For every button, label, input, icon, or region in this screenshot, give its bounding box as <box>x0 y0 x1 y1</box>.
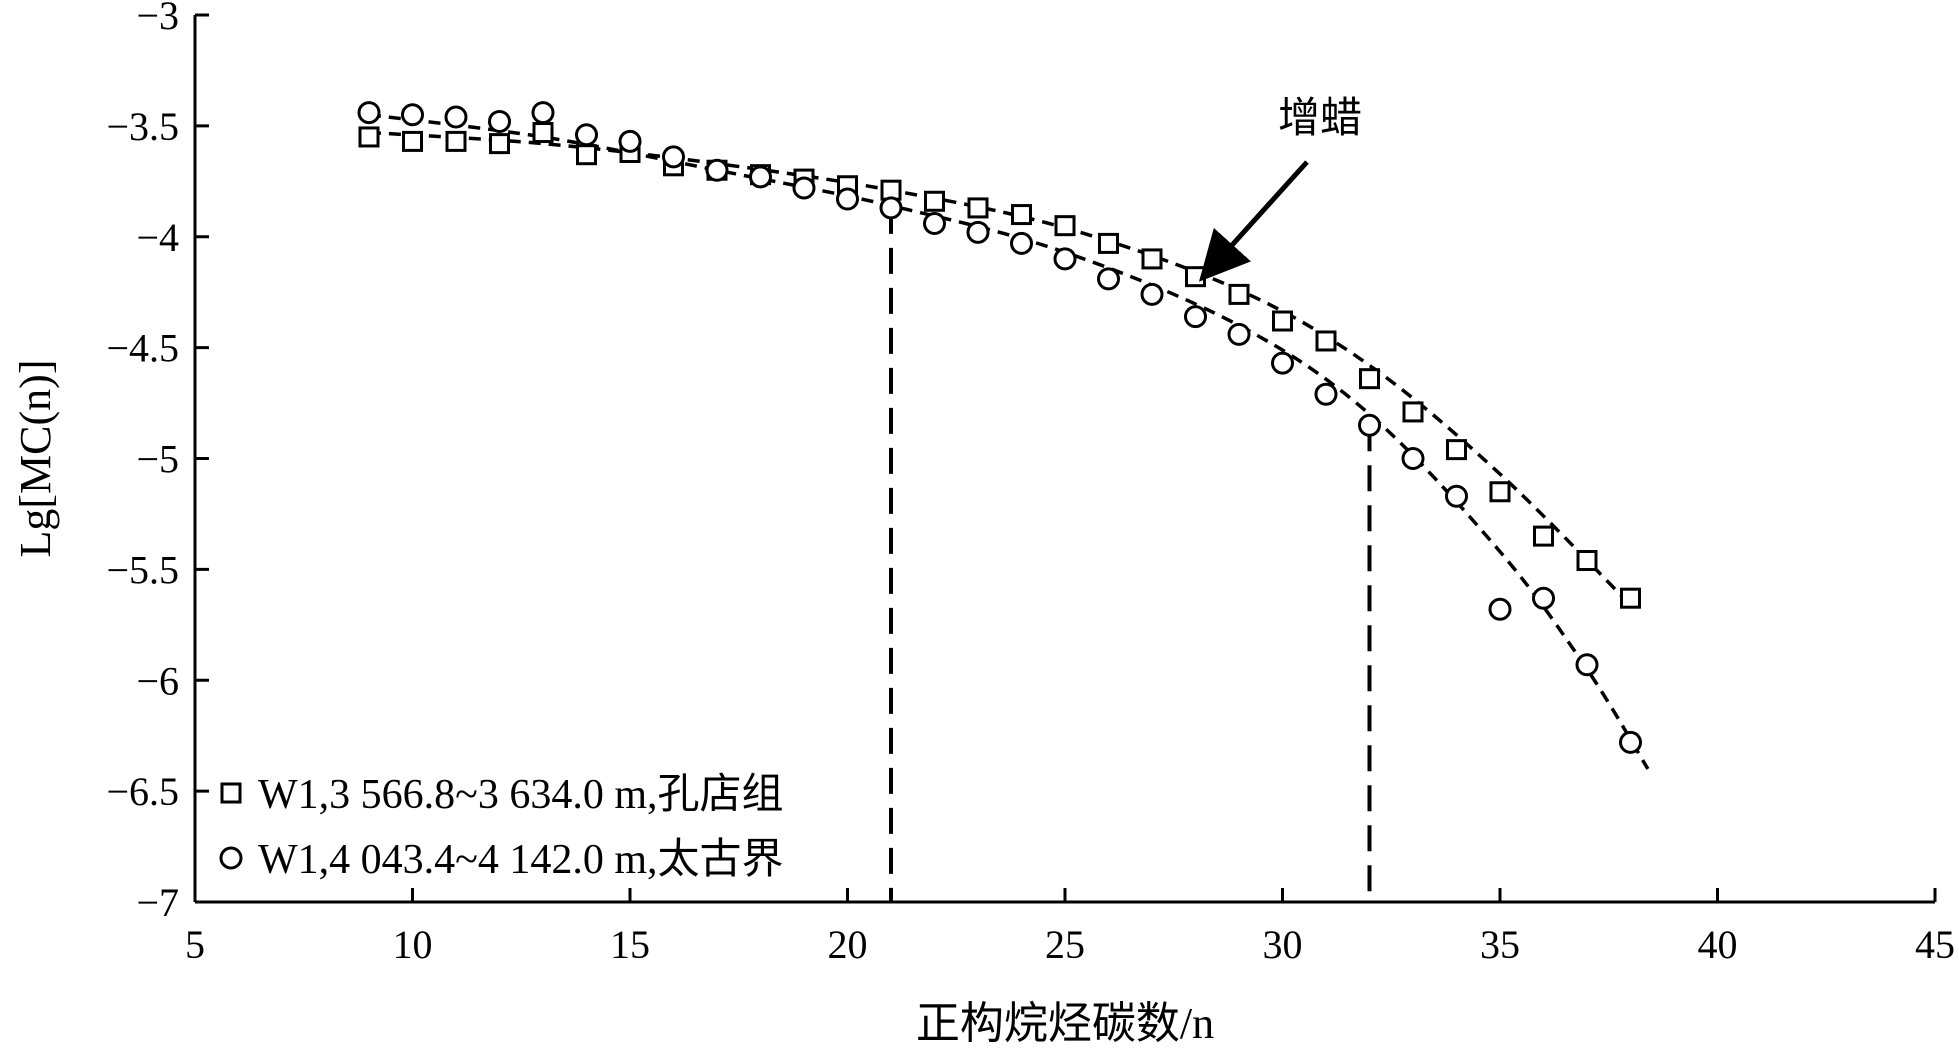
data-point-square <box>1359 368 1380 390</box>
y-axis-title: Lg[MC(n)] <box>11 360 60 558</box>
data-point-circle <box>792 176 816 200</box>
data-point-square <box>402 130 423 152</box>
x-tick-label: 35 <box>1480 922 1520 967</box>
y-tick-label: −3.5 <box>106 104 179 149</box>
data-markers <box>357 101 1642 754</box>
data-point-circle <box>1619 730 1642 754</box>
data-point-circle <box>1053 247 1077 271</box>
data-point-square <box>358 126 380 148</box>
x-tick-label: 5 <box>185 922 205 967</box>
data-point-circle <box>488 109 511 133</box>
data-point-circle <box>531 101 555 125</box>
x-tick-label: 25 <box>1045 922 1085 967</box>
data-point-square <box>1576 550 1598 572</box>
legend-label-kongdian: W1,3 566.8~3 634.0 m,孔店组 <box>258 772 784 818</box>
y-tick-label: −5 <box>136 437 179 482</box>
data-point-circle <box>1097 267 1120 291</box>
annotation-wax-increase: 增蜡 <box>1198 96 1362 282</box>
legend: W1,3 566.8~3 634.0 m,孔店组 W1,4 043.4~4 14… <box>219 772 784 883</box>
data-point-circle <box>1445 484 1468 508</box>
legend-circle-marker <box>219 846 243 870</box>
data-point-square <box>532 122 554 144</box>
data-point-circle <box>836 187 859 211</box>
y-tick-label: −3 <box>136 0 179 38</box>
axes: 5 10 15 20 25 30 35 40 45 −3 −3.5 −4 −4.5 −5 −5.5 −6 −6.… <box>106 0 1955 967</box>
y-tick-label: −6.5 <box>106 769 179 814</box>
data-point-square <box>1272 310 1293 332</box>
data-point-square <box>1620 587 1641 609</box>
reference-lines <box>889 207 1372 902</box>
y-tick-label: −6 <box>136 658 179 703</box>
x-tick-label: 15 <box>610 922 650 967</box>
data-point-circle <box>1488 597 1512 621</box>
data-point-square <box>576 144 597 166</box>
data-point-square <box>1141 248 1163 270</box>
x-tick-label: 10 <box>393 922 433 967</box>
data-point-square <box>1185 266 1206 288</box>
x-axis-title: 正构烷烃碳数/n <box>916 999 1214 1048</box>
data-point-circle <box>662 145 685 169</box>
data-point-square <box>924 190 945 212</box>
data-point-circle <box>1184 305 1207 329</box>
data-point-circle <box>923 211 946 235</box>
data-point-circle <box>1532 586 1555 610</box>
data-point-circle <box>749 165 772 189</box>
data-point-circle <box>1314 382 1338 406</box>
legend-square-marker <box>220 782 242 804</box>
data-point-circle <box>357 101 381 125</box>
data-point-circle <box>1227 322 1251 346</box>
fit-curve-series-1 <box>368 113 1650 770</box>
x-tick-label: 45 <box>1915 922 1955 967</box>
data-point-circle <box>1358 413 1381 437</box>
data-point-square <box>1315 330 1337 352</box>
data-point-circle <box>1010 231 1033 255</box>
data-point-circle <box>1575 653 1599 677</box>
data-point-square <box>1489 481 1511 503</box>
x-tick-label: 20 <box>828 922 868 967</box>
data-point-square <box>1054 215 1076 237</box>
data-point-square <box>489 133 510 155</box>
y-tick-label: −7 <box>136 880 179 925</box>
x-tick-label: 40 <box>1698 922 1738 967</box>
data-point-square <box>967 197 989 219</box>
data-point-circle <box>618 129 642 153</box>
data-point-circle <box>879 196 903 220</box>
annotation-label: 增蜡 <box>1278 96 1362 142</box>
data-point-circle <box>1401 447 1425 470</box>
data-point-circle <box>705 158 729 182</box>
data-point-square <box>1446 439 1467 461</box>
fit-curve-series-0 <box>368 130 1632 607</box>
legend-label-taiguji: W1,4 043.4~4 142.0 m,太古界 <box>258 837 784 883</box>
data-point-circle <box>1271 351 1294 375</box>
x-tick-label: 30 <box>1263 922 1303 967</box>
data-point-square <box>1402 401 1424 423</box>
annotation-arrow <box>1198 160 1309 282</box>
y-tick-label: −4 <box>136 215 179 260</box>
data-point-circle <box>444 105 468 129</box>
data-point-square <box>1098 232 1119 254</box>
data-point-square <box>1228 283 1250 305</box>
data-point-square <box>445 130 467 152</box>
data-point-circle <box>1140 282 1164 306</box>
y-tick-label: −4.5 <box>106 326 179 371</box>
data-point-square <box>1011 204 1032 226</box>
y-tick-label: −5.5 <box>106 547 179 592</box>
data-point-square <box>1533 525 1554 547</box>
data-point-circle <box>966 220 990 244</box>
data-point-circle <box>401 103 424 127</box>
data-point-circle <box>575 123 598 147</box>
